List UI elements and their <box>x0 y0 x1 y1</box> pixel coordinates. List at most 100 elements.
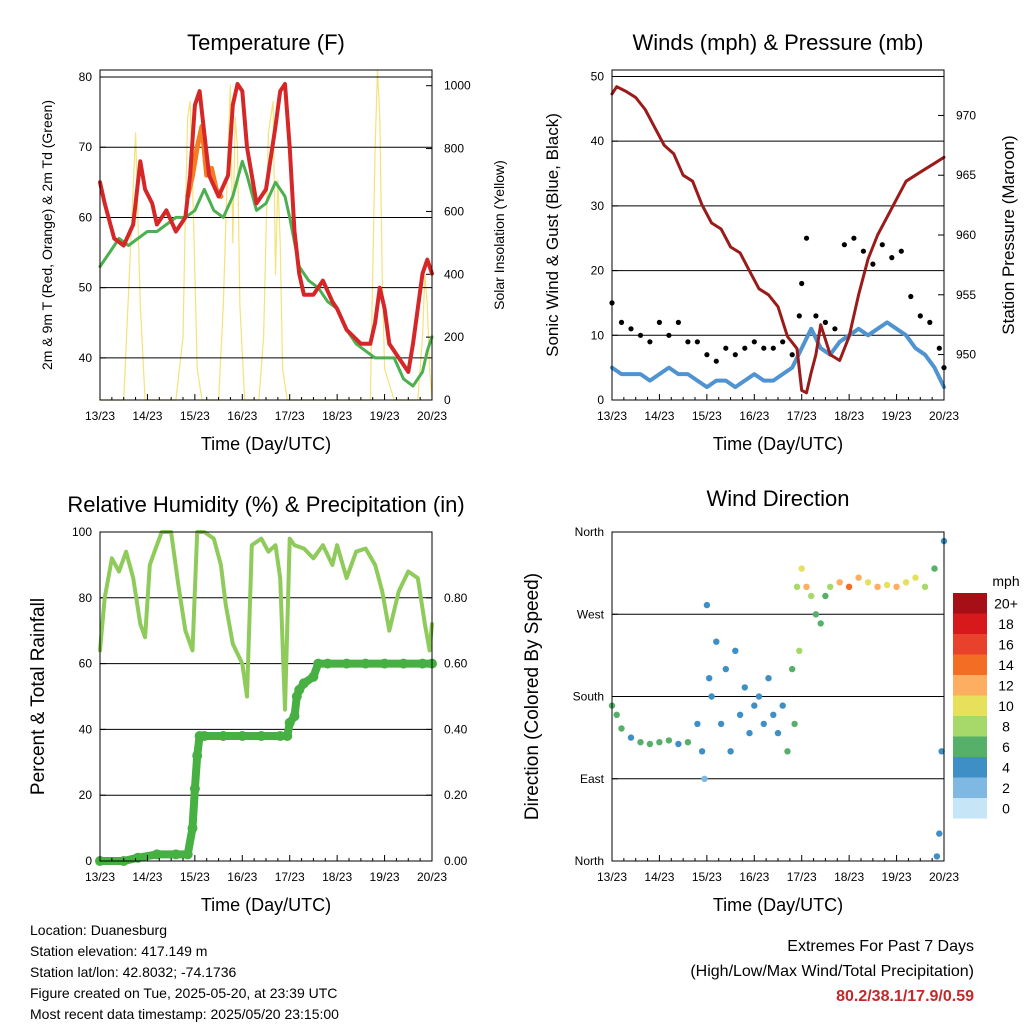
direction-point <box>798 565 805 572</box>
direction-point <box>791 720 798 728</box>
humidity-precip-point <box>308 671 319 682</box>
humidity-y-tick-label: 0 <box>85 854 92 868</box>
direction-point <box>694 720 701 728</box>
winds-gust-point <box>637 332 644 338</box>
winds-y-tick-label: 10 <box>591 328 605 342</box>
direction-point <box>803 583 810 590</box>
temperature-solar-line <box>99 69 433 401</box>
temperature-y-tick-label: 70 <box>79 140 93 154</box>
humidity-precip-point <box>151 849 162 860</box>
direction-legend-label: 14 <box>998 657 1014 673</box>
direction-title: Wind Direction <box>706 486 849 511</box>
direction-legend-swatch <box>953 654 987 675</box>
winds-pressure-line <box>610 85 946 395</box>
winds-gust-point <box>723 345 729 351</box>
direction-legend-label: 2 <box>1002 780 1010 796</box>
winds-plot-frame <box>611 69 945 401</box>
humidity-precip-point <box>313 658 324 669</box>
winds-ylabel-right: Station Pressure (Maroon) <box>999 135 1018 334</box>
direction-point <box>741 684 748 691</box>
direction-legend-swatch <box>953 593 987 614</box>
humidity-precip-point <box>417 658 428 669</box>
winds-x-tick-label: 18/23 <box>834 409 864 423</box>
direction-point <box>618 725 625 732</box>
winds-x-tick-label: 13/23 <box>597 409 627 423</box>
direction-legend-swatch <box>953 675 987 696</box>
humidity-x-tick-label: 19/23 <box>370 870 400 884</box>
humidity-y2-tick-label: 0.80 <box>444 591 468 605</box>
humidity-precip-point <box>189 783 200 794</box>
direction-point <box>779 702 786 709</box>
direction-point <box>665 737 673 744</box>
direction-y-tick-label: North <box>575 854 604 868</box>
direction-legend-label: 20+ <box>994 595 1018 611</box>
extremes-subtitle: (High/Low/Max Wind/Total Precipitation) <box>690 963 974 980</box>
direction-point <box>717 720 725 728</box>
humidity-precip-point <box>298 678 309 689</box>
winds-gust-point <box>713 358 719 364</box>
winds-x-tick-label: 14/23 <box>644 409 674 423</box>
winds-gust-point <box>742 345 748 351</box>
humidity-y-tick-label: 20 <box>79 788 93 802</box>
winds-gust-point <box>770 345 776 351</box>
humidity-y-tick-label: 80 <box>79 591 93 605</box>
winds-gust-point <box>822 319 829 325</box>
winds-wind-line <box>610 320 946 390</box>
direction-point <box>713 638 720 645</box>
direction-point <box>817 620 824 627</box>
temperature-dewpoint-line <box>98 159 434 388</box>
direction-point <box>921 583 929 590</box>
winds-y-tick-label: 0 <box>597 393 604 407</box>
winds-gust-point <box>732 352 738 358</box>
direction-point <box>936 830 943 837</box>
winds-gust-point <box>666 332 672 338</box>
winds-gust-point <box>618 319 625 325</box>
winds-gust-point <box>796 313 802 319</box>
direction-legend-label: 12 <box>998 677 1014 693</box>
direction-point <box>822 592 829 600</box>
winds-gust-point <box>917 313 923 319</box>
temperature-y2-tick-label: 1000 <box>444 79 471 93</box>
direction-point <box>912 574 919 581</box>
direction-point <box>736 711 744 718</box>
humidity-precip-point <box>218 731 229 741</box>
humidity-y-tick-label: 60 <box>79 657 93 671</box>
winds-y2-tick-label: 965 <box>956 168 976 182</box>
extremes-title: Extremes For Past 7 Days <box>787 938 974 955</box>
humidity-x-axis-label: Time (Day/UTC) <box>201 895 331 915</box>
winds-gust-point <box>685 339 691 345</box>
winds-y2-tick-label: 955 <box>956 288 976 302</box>
humidity-precip-point <box>187 823 198 834</box>
direction-point <box>789 665 796 673</box>
direction-legend-swatch <box>953 613 987 634</box>
temperature-x-tick-label: 13/23 <box>85 409 115 423</box>
direction-x-tick-label: 13/23 <box>597 870 627 884</box>
temperature-x-tick-label: 19/23 <box>370 409 400 423</box>
direction-point <box>812 611 820 618</box>
winds-y-tick-label: 30 <box>591 199 605 213</box>
temperature-x-tick-label: 14/23 <box>132 409 162 423</box>
direction-x-tick-label: 20/23 <box>929 870 959 884</box>
extremes-summary: Extremes For Past 7 Days (High/Low/Max W… <box>690 934 974 1009</box>
temperature-y2-tick-label: 0 <box>444 393 451 407</box>
direction-point <box>883 581 891 589</box>
direction-x-tick-label: 18/23 <box>834 870 864 884</box>
direction-x-tick-label: 16/23 <box>739 870 769 884</box>
winds-gust-point <box>803 235 810 241</box>
humidity-x-tick-label: 20/23 <box>417 870 447 884</box>
humidity-y-tick-label: 100 <box>72 525 92 539</box>
direction-point <box>722 665 729 673</box>
direction-legend-label: 16 <box>998 636 1014 652</box>
winds-gust-point <box>870 261 876 267</box>
temperature-x-axis-label: Time (Day/UTC) <box>201 434 331 454</box>
direction-point <box>864 579 872 586</box>
winds-gust-point <box>761 345 767 351</box>
direction-point <box>701 775 708 782</box>
direction-legend-label: 6 <box>1002 739 1010 755</box>
elevation-text: Station elevation: 417.149 m <box>30 943 208 959</box>
direction-point <box>627 734 635 741</box>
direction-point <box>727 748 734 755</box>
winds-y2-tick-label: 950 <box>956 348 976 362</box>
winds-x-tick-label: 15/23 <box>692 409 722 423</box>
